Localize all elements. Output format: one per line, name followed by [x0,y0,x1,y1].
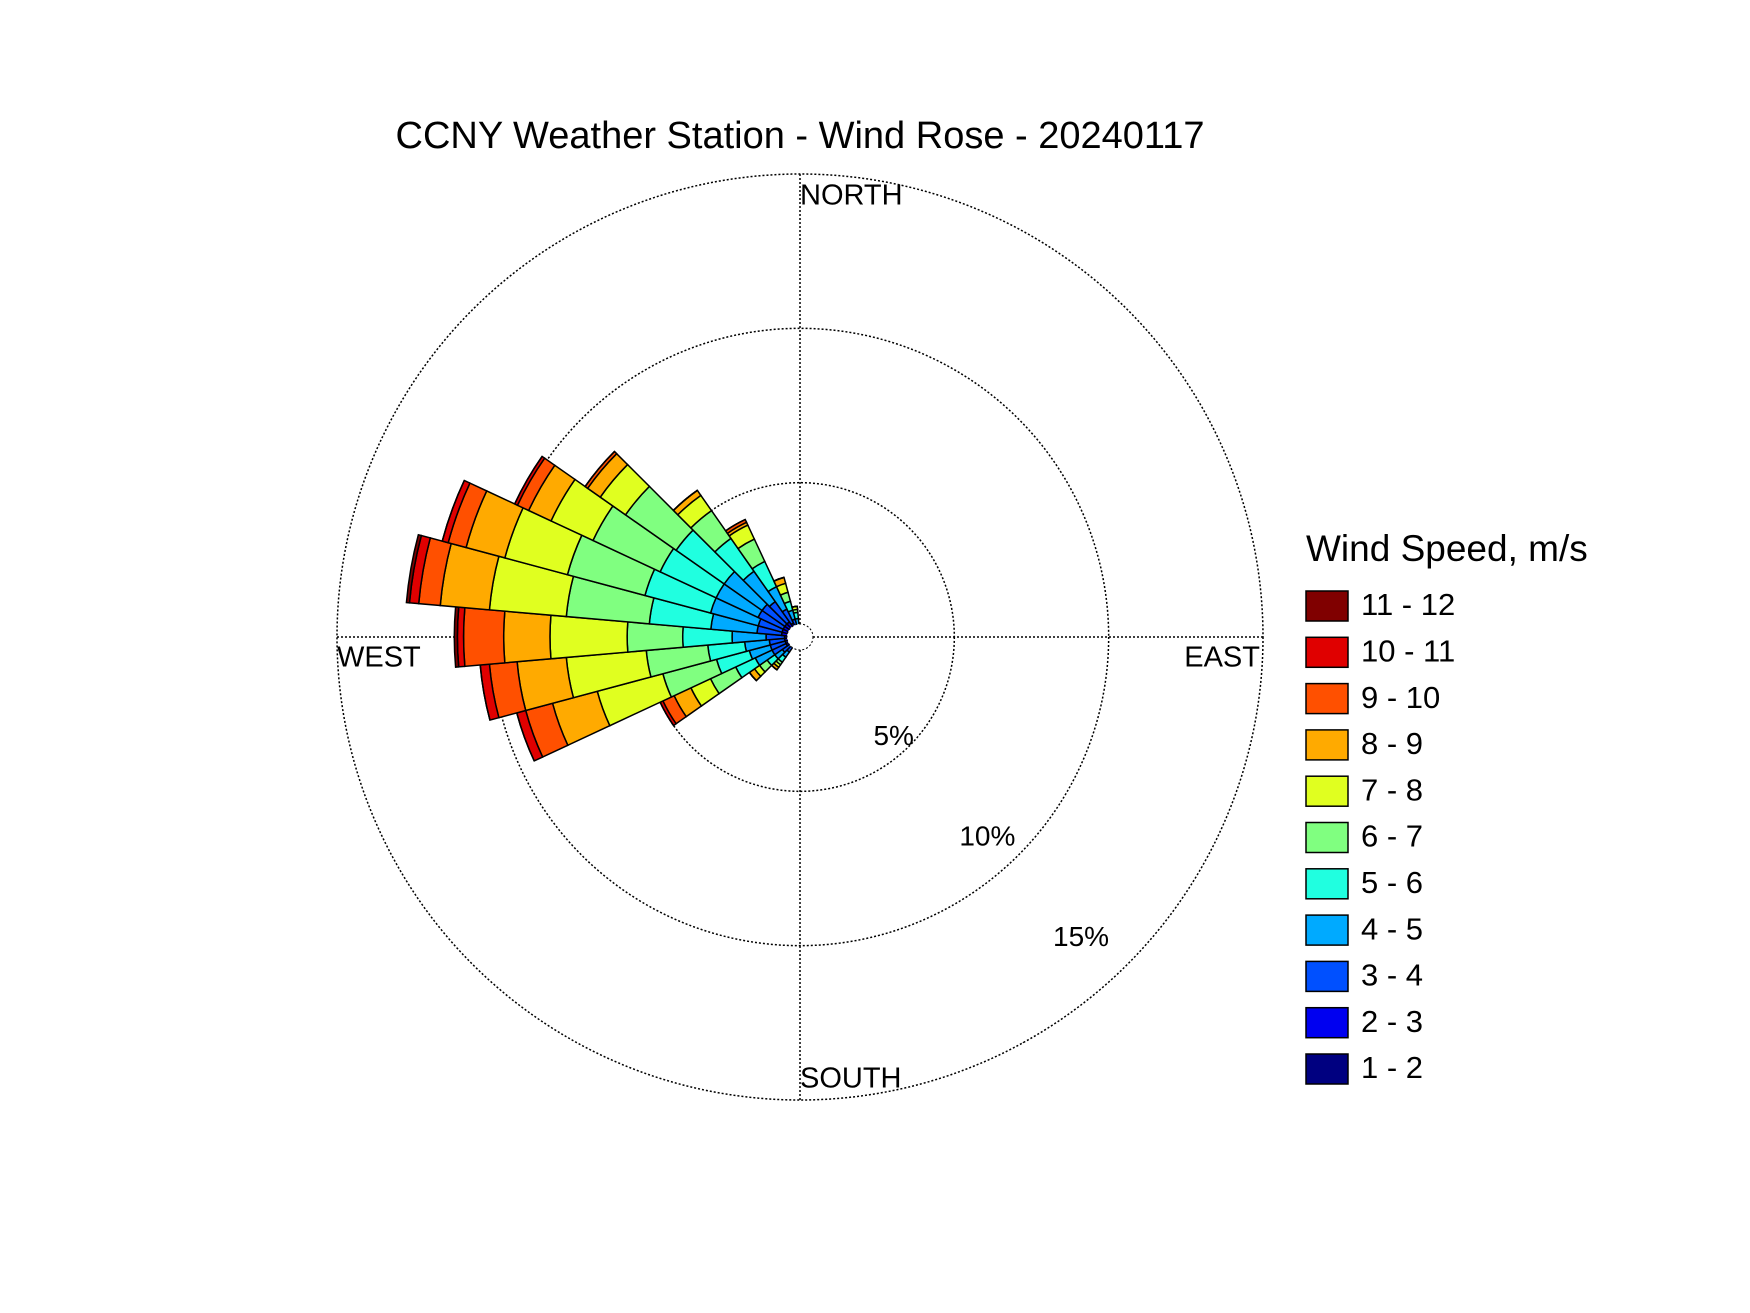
legend-label: 8 - 9 [1361,726,1423,761]
legend-label: 3 - 4 [1361,958,1423,993]
wedge-segment [584,450,616,487]
compass-label: SOUTH [800,1063,902,1095]
legend-swatch [1305,1006,1349,1039]
wedge-segment [453,606,460,668]
legend-swatch [1305,960,1349,993]
legend-label: 2 - 3 [1361,1004,1423,1039]
legend-label: 6 - 7 [1361,819,1423,854]
legend-label: 10 - 11 [1361,633,1455,668]
wedge-segment [549,614,629,660]
r-tick-label: 15% [1053,921,1109,952]
calm-circle [786,623,814,651]
r-tick-label: 10% [959,820,1015,851]
legend-label: 5 - 6 [1361,865,1423,900]
legend-swatch [1305,729,1349,761]
legend-label: 1 - 2 [1361,1050,1423,1085]
chart-title: CCNY Weather Station - Wind Rose - 20240… [396,115,1205,157]
legend-swatch [1305,682,1349,715]
legend-swatch [1305,636,1349,669]
r-tick-label: 5% [873,720,913,751]
compass-label: WEST [337,642,421,674]
wedge-segment [791,605,798,608]
wedge-segment [773,576,785,582]
wedges [405,450,801,762]
wedge-segment [462,606,506,668]
legend-swatch [1305,868,1349,900]
wedge-segment [502,610,552,664]
legend-swatch [1305,590,1349,622]
legend-swatch [1305,914,1349,946]
legend-swatch [1305,821,1349,854]
compass-label: EAST [1184,642,1260,674]
wedge-segment [405,533,423,604]
legend-label: 9 - 10 [1361,680,1440,715]
grid-ring [336,173,1264,1101]
compass-label: NORTH [800,180,903,212]
legend-label: 4 - 5 [1361,911,1423,946]
legend-label: 7 - 8 [1361,772,1423,807]
legend-label: 11 - 12 [1361,587,1455,622]
legend-title: Wind Speed, m/s [1306,528,1588,569]
legend-swatch [1305,1053,1349,1085]
legend-swatch [1305,775,1349,807]
